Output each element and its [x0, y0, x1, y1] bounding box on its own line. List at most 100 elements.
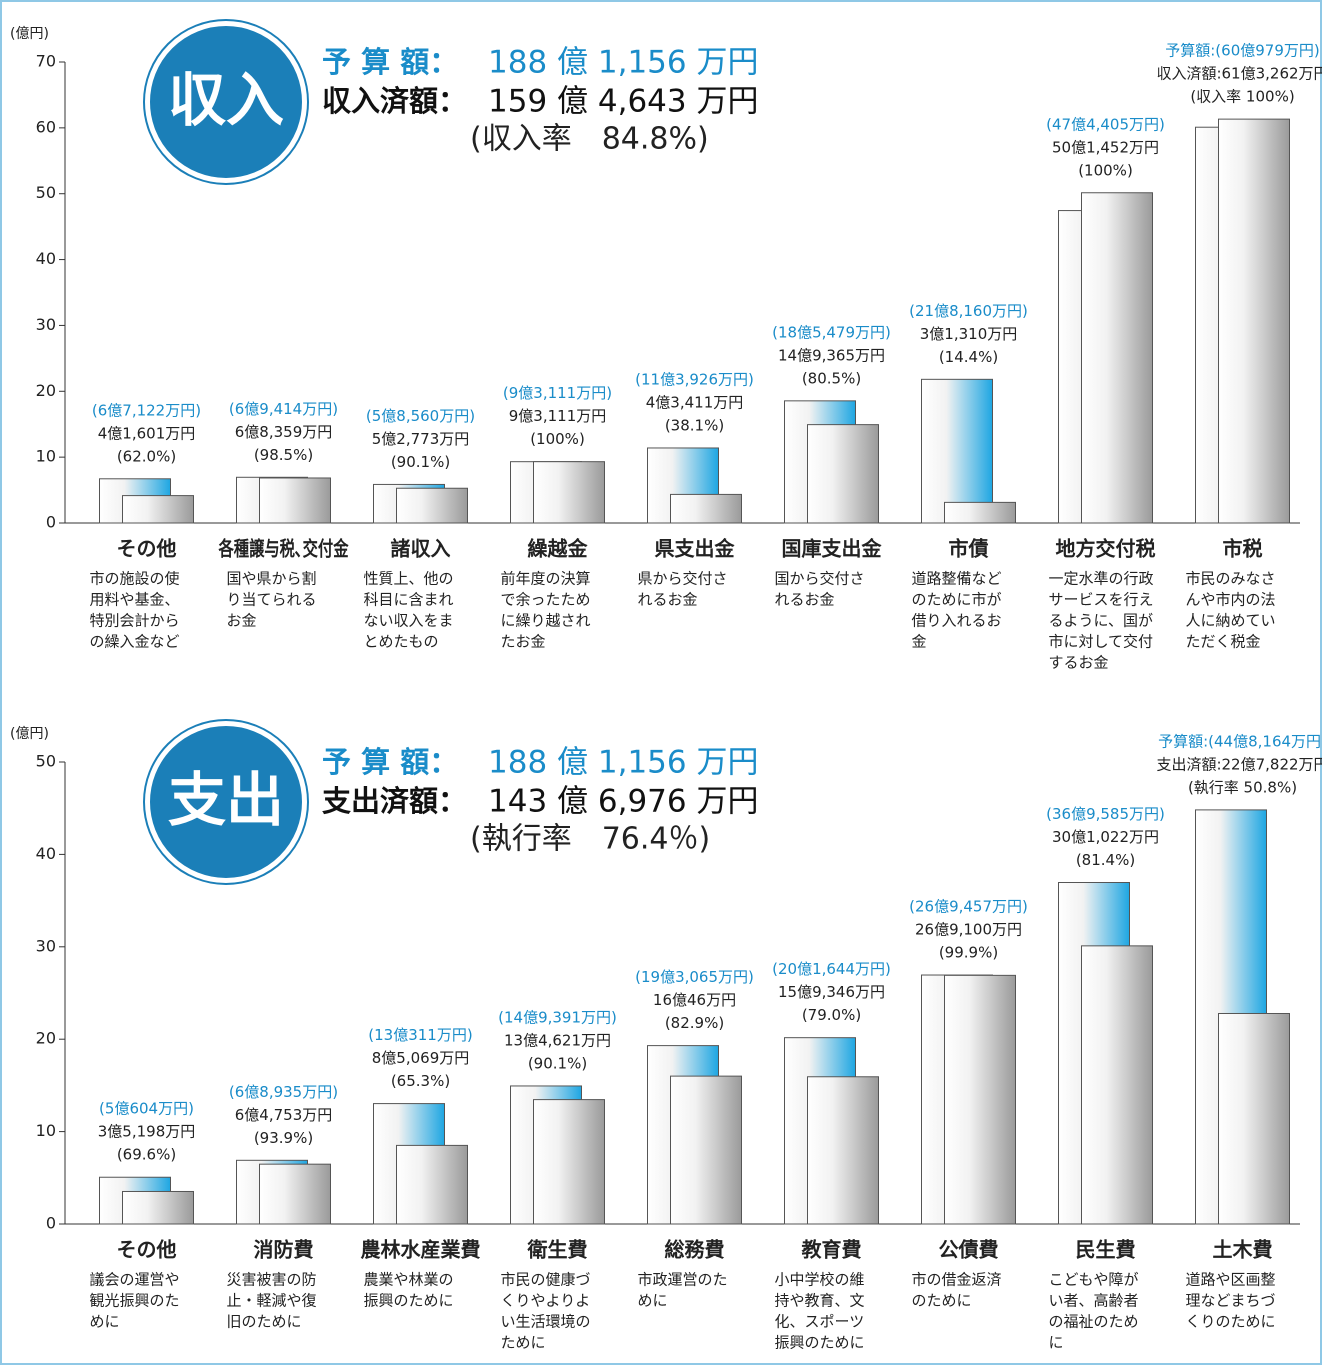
budget-label: (6億8,935万円) — [229, 1083, 338, 1101]
category-description: 用料や基金、 — [90, 591, 180, 609]
category-label: 地方交付税 — [1056, 537, 1156, 561]
y-tick-label: 20 — [36, 1029, 56, 1048]
category-label: 民生費 — [1076, 1238, 1136, 1262]
summary-value: 188 億 1,156 万円 — [488, 745, 758, 781]
rate-label: (90.1%) — [528, 1054, 587, 1072]
rate-label: (98.5%) — [254, 446, 313, 464]
actual-label: 3億5,198万円 — [98, 1123, 196, 1141]
category-description: 借り入れるお — [912, 612, 1002, 630]
rate-label: (100%) — [530, 430, 585, 448]
category-description: 道路や区画整 — [1186, 1271, 1276, 1289]
actual-bar — [259, 477, 331, 524]
y-tick-label: 50 — [36, 752, 56, 771]
rate-label: (62.0%) — [117, 447, 176, 465]
category-label: 土木費 — [1213, 1238, 1273, 1262]
budget-label: (9億3,111万円) — [503, 384, 612, 402]
rate-label: (100%) — [1078, 161, 1133, 179]
category-description: んや市内の法 — [1186, 591, 1276, 609]
category-description: 市民のみなさ — [1186, 570, 1276, 588]
category-description: るように、国が — [1049, 612, 1154, 630]
badge-ring — [143, 19, 309, 185]
category-description: サービスを行え — [1049, 591, 1154, 609]
category-description: 性質上、他の — [364, 570, 454, 588]
category-description: 道路整備など — [912, 570, 1002, 588]
category-description: 一定水準の行政 — [1049, 570, 1154, 588]
actual-label: 14億9,365万円 — [778, 346, 885, 364]
rate-label: (65.3%) — [391, 1072, 450, 1090]
category-description: 市政運営のた — [638, 1271, 728, 1289]
y-tick-label: 40 — [36, 844, 56, 863]
budget-label: (19億3,065万円) — [635, 968, 754, 986]
actual-bar — [807, 424, 879, 524]
summary-label: 予 算 額： — [322, 45, 458, 79]
category-label: 諸収入 — [391, 537, 451, 561]
category-description: れるお金 — [638, 591, 698, 609]
actual-bar — [1081, 945, 1153, 1225]
category-description: 県から交付さ — [638, 570, 728, 588]
actual-label: 支出済額:22億7,822万円 — [1156, 755, 1322, 773]
rate-label: (収入率 100%) — [1190, 88, 1294, 106]
actual-bar — [1218, 1012, 1290, 1225]
category-description: に繰り越され — [501, 612, 591, 630]
category-description: ただく税金 — [1186, 633, 1261, 651]
category-description: 振興のために — [364, 1292, 454, 1310]
summary-rate: (収入率 84.8%) — [470, 122, 709, 157]
category-description: くりやよりよ — [501, 1292, 591, 1310]
y-tick-label: 30 — [36, 315, 56, 334]
category-description: い生活環境の — [501, 1313, 591, 1331]
budget-label: (6億7,122万円) — [92, 401, 201, 419]
summary-value: 143 億 6,976 万円 — [488, 784, 758, 820]
category-description: 特別会計から — [90, 612, 180, 630]
summary-label: 収入済額： — [322, 84, 467, 118]
category-description: 金 — [912, 633, 927, 651]
category-description: れるお金 — [775, 591, 835, 609]
category-label: 公債費 — [939, 1238, 999, 1262]
category-description: たお金 — [501, 633, 546, 651]
rate-label: (69.6%) — [117, 1146, 176, 1164]
category-description: 議会の運営や — [90, 1271, 180, 1289]
category-label: 県支出金 — [655, 537, 736, 561]
category-description: するお金 — [1049, 654, 1109, 672]
category-description: ために — [501, 1334, 546, 1352]
budget-label: 予算額:(44億8,164万円) — [1158, 732, 1322, 750]
actual-label: 16億46万円 — [653, 991, 736, 1009]
y-tick-label: 50 — [36, 183, 56, 202]
category-description: の福祉のため — [1049, 1313, 1139, 1331]
budget-label: (20億1,644万円) — [772, 960, 891, 978]
budget-label: (14億9,391万円) — [498, 1008, 617, 1026]
rate-label: (80.5%) — [802, 369, 861, 387]
budget-label: (47億4,405万円) — [1046, 115, 1165, 133]
rate-label: (14.4%) — [939, 348, 998, 366]
actual-label: 4億1,601万円 — [98, 424, 196, 442]
budget-label: (13億311万円) — [368, 1026, 472, 1044]
badge-circle — [146, 722, 306, 882]
badge-text: 支出 — [168, 766, 284, 834]
category-description: い者、高齢者 — [1049, 1292, 1139, 1310]
category-description: 旧のために — [227, 1313, 302, 1331]
actual-label: 15億9,346万円 — [778, 983, 885, 1001]
category-label: 衛生費 — [527, 1238, 588, 1262]
category-label: 総務費 — [665, 1238, 725, 1262]
budget-label: (26億9,457万円) — [909, 898, 1028, 916]
category-description: 小中学校の維 — [775, 1271, 865, 1289]
category-description: で余ったため — [501, 591, 591, 609]
budget-label: (18億5,479万円) — [772, 323, 891, 341]
actual-label: 5億2,773万円 — [372, 430, 470, 448]
y-tick-label: 10 — [36, 1121, 56, 1140]
actual-bar — [122, 1190, 194, 1225]
actual-label: 50億1,452万円 — [1052, 138, 1159, 156]
y-axis-label: (億円) — [10, 726, 49, 742]
actual-bar — [533, 461, 605, 524]
category-description: 科目に含まれ — [364, 591, 454, 609]
category-description: 国から交付さ — [775, 570, 865, 588]
y-tick-label: 70 — [36, 52, 56, 71]
category-label: 国庫支出金 — [782, 537, 883, 561]
rate-label: (81.4%) — [1076, 851, 1135, 869]
summary-value: 159 億 4,643 万円 — [488, 84, 758, 120]
y-axis-label: (億円) — [10, 26, 49, 42]
rate-label: (82.9%) — [665, 1014, 724, 1032]
summary-value: 188 億 1,156 万円 — [488, 45, 758, 81]
rate-label: (90.1%) — [391, 453, 450, 471]
category-description: 災害被害の防 — [227, 1271, 317, 1289]
